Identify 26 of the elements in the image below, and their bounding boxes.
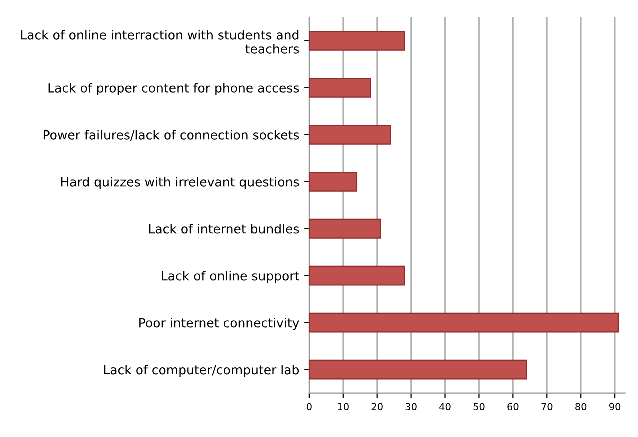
- x-tick-label: 70: [542, 403, 553, 411]
- bar: [309, 218, 382, 239]
- x-tick-label: 60: [508, 403, 519, 411]
- x-tick-label: 50: [474, 403, 485, 411]
- x-tick-label: 40: [440, 403, 451, 411]
- y-tick-label: Poor internet connectivity: [140, 318, 300, 330]
- y-tick-label: Lack of online interraction with students and teachers: [21, 30, 300, 54]
- bar: [309, 124, 392, 145]
- y-tick-label: Hard quizzes with irrelevant questions: [61, 177, 300, 190]
- bar: [309, 312, 620, 333]
- bar: [309, 31, 406, 51]
- x-tick-label: 80: [576, 403, 587, 411]
- x-tick-label: 10: [338, 403, 349, 411]
- x-tick-label: 0: [306, 403, 312, 411]
- x-tick-label: 90: [609, 403, 621, 411]
- y-tick-label: Power failures/lack of connection sockets: [44, 130, 300, 141]
- bar: [309, 360, 528, 380]
- y-tick-label: Lack of internet bundles: [149, 224, 300, 234]
- x-tick-label: 30: [406, 403, 417, 411]
- bar: [309, 172, 358, 192]
- y-tick-label: Lack of online support: [162, 271, 300, 284]
- y-tick-label: Lack of computer/computer lab: [104, 365, 300, 378]
- bar: [309, 78, 372, 98]
- bar: [309, 266, 406, 286]
- x-tick-label: 20: [372, 403, 383, 411]
- y-tick-label: Lack of proper content for phone access: [48, 83, 300, 96]
